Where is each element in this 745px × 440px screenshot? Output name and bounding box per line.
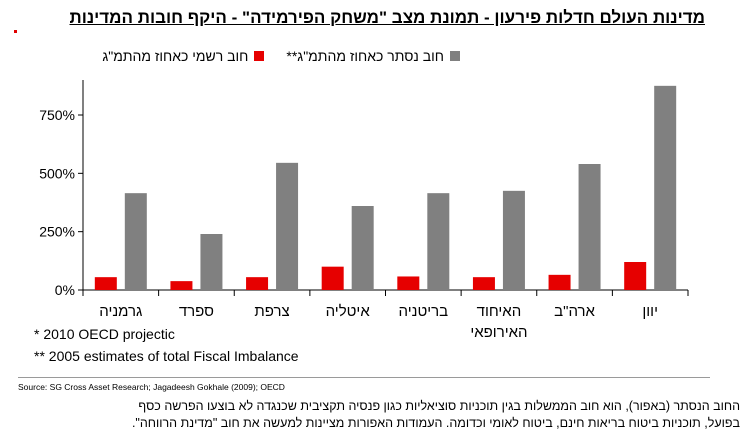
legend-item-official: חוב רשמי כאחוז מהתמ"ג — [102, 48, 265, 64]
x-category-label: יוון — [642, 303, 658, 320]
explanation-line-2: בפועל, תוכניות ביטוח בריאות חינם, ביטוח … — [131, 416, 740, 430]
footnotes: * 2010 OECD projectic ** 2005 estimates … — [34, 323, 299, 367]
bar-official — [246, 277, 269, 290]
bar-hidden — [124, 193, 147, 290]
bar-official — [170, 281, 193, 290]
legend-item-hidden: חוב נסתר כאחוז מהתמ"ג** — [286, 48, 460, 64]
explanation-text: החוב הנסתר (באפור), הוא חוב הממשלות בגין… — [8, 398, 740, 432]
x-category-label: איטליה — [326, 303, 371, 320]
bar-hidden — [654, 85, 677, 290]
legend-swatch-hidden — [450, 51, 460, 61]
legend-swatch-official — [254, 51, 265, 61]
x-category-label: צרפת — [254, 303, 289, 320]
bar-official — [321, 266, 344, 290]
y-tick-label: 500% — [39, 165, 75, 181]
legend-label-official: חוב רשמי כאחוז מהתמ"ג — [102, 48, 249, 64]
source-line: Source: SG Cross Asset Research; Jagadee… — [18, 382, 285, 392]
bar-official — [472, 277, 495, 290]
legend-label-hidden: חוב נסתר כאחוז מהתמ"ג** — [286, 48, 444, 64]
bar-hidden — [276, 162, 299, 290]
bar-official — [94, 277, 117, 290]
y-tick-label: 750% — [39, 107, 75, 123]
x-category-label: האירופאי — [470, 324, 527, 340]
red-dot-mark — [14, 30, 17, 33]
bar-hidden — [578, 164, 601, 290]
footnote-1: * 2010 OECD projectic — [34, 326, 175, 342]
x-category-label: בריטניה — [399, 303, 449, 320]
x-category-label: גרמניה — [99, 303, 142, 320]
bar-official — [548, 274, 571, 290]
y-tick-label: 0% — [55, 282, 75, 298]
x-category-label: ספרד — [179, 303, 214, 320]
legend: חוב נסתר כאחוז מהתמ"ג** חוב רשמי כאחוז מ… — [102, 48, 460, 64]
bar-hidden — [200, 234, 223, 290]
x-category-label: האיחוד — [477, 303, 522, 320]
chart-title: מדינות העולם חדלות פירעון - תמונת מצב "מ… — [69, 8, 706, 27]
bar-chart: 0% 250% 500% 750% יוון ארה"ב האיחוד האירופאי ברי… — [39, 80, 689, 340]
footnote-2: ** 2005 estimates of total Fiscal Imbala… — [34, 348, 299, 364]
bar-official — [397, 276, 420, 290]
divider-line — [18, 377, 710, 378]
explanation-line-1: החוב הנסתר (באפור), הוא חוב הממשלות בגין… — [138, 399, 740, 413]
y-tick-label: 250% — [39, 224, 75, 240]
x-category-label: ארה"ב — [554, 303, 595, 320]
bar-hidden — [351, 206, 374, 290]
bar-official — [624, 262, 647, 290]
bar-hidden — [427, 193, 450, 290]
bar-hidden — [502, 190, 525, 290]
